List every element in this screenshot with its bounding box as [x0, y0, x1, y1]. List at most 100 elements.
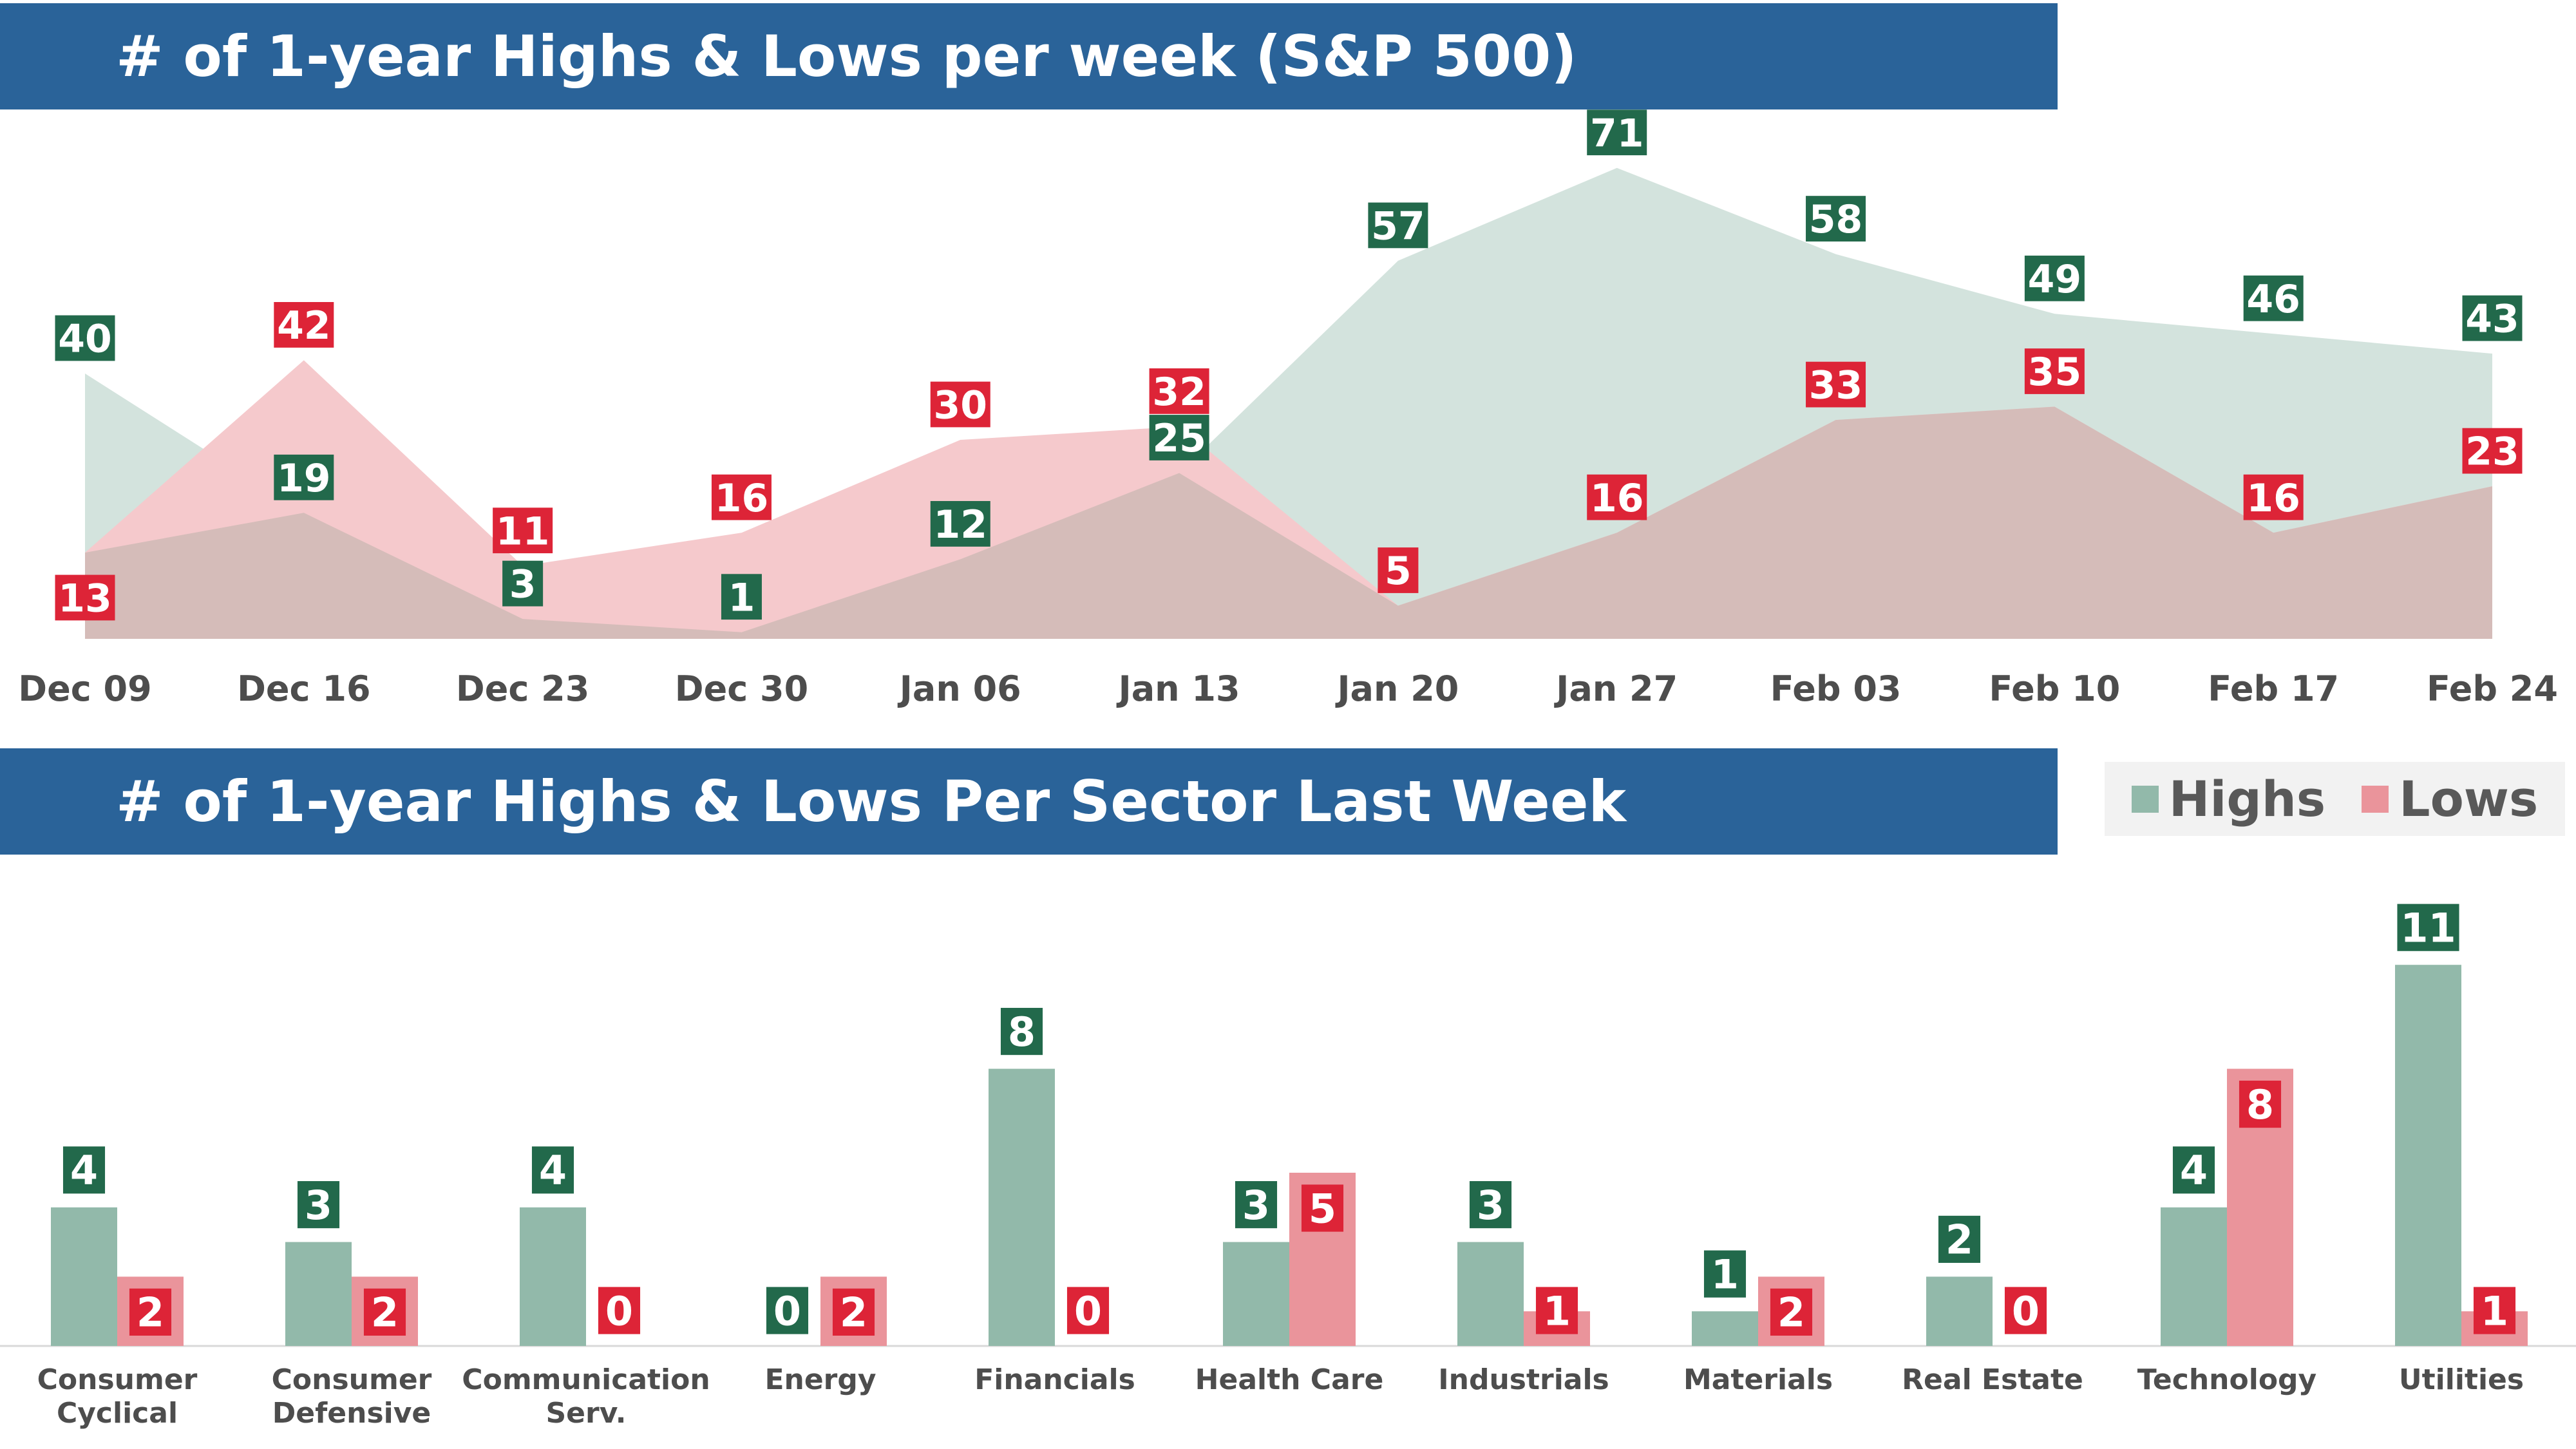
lows-label-jan-20-text: 5: [1385, 549, 1412, 594]
lows-label-energy-text: 2: [840, 1289, 867, 1336]
highs-bar-communication-serv: [520, 1207, 586, 1346]
lows-label-communication-serv-box: [598, 1287, 641, 1334]
lows-label-jan-20-box: [1378, 547, 1419, 593]
lows-label-health-care-box: [1301, 1184, 1344, 1232]
highs-label-feb-03: 58: [1806, 196, 1866, 242]
lows-label-consumer-cyclical-box: [129, 1288, 172, 1336]
lows-label-real-estate-box: [2004, 1287, 2047, 1334]
lows-label-materials-text: 2: [1777, 1289, 1805, 1336]
lows-label-technology-text: 8: [2246, 1081, 2274, 1128]
lows-label-materials: 2: [1770, 1288, 1813, 1336]
x-tick-technology: Technology: [2137, 1363, 2316, 1396]
highs-bar-industrials: [1457, 1242, 1524, 1346]
lows-label-consumer-cyclical: 2: [129, 1288, 172, 1336]
x-tick-financials: Financials: [974, 1363, 1135, 1396]
lows-label-financials: 0: [1066, 1287, 1110, 1334]
lows-label-feb-17-box: [2243, 474, 2304, 520]
x-tick-energy: Energy: [764, 1363, 876, 1396]
lows-label-industrials-box: [1535, 1287, 1578, 1334]
highs-label-jan-06-text: 12: [934, 502, 988, 547]
x-tick-utilities: Utilities: [2399, 1363, 2524, 1396]
highs-label-technology-box: [2172, 1146, 2215, 1194]
lows-label-health-care-text: 5: [1309, 1185, 1336, 1232]
highs-bar-financials: [989, 1068, 1055, 1346]
x-tick-line: Industrials: [1438, 1363, 1609, 1396]
weekly-highs-lows-area-chart: Dec 09 Dec 16 Dec 23 Dec 30 Jan 06 Jan 13 Jan …: [18, 109, 2558, 709]
highs-label-dec-30-text: 1: [728, 575, 755, 620]
highs-label-dec-09-box: [55, 315, 115, 361]
lows-label-dec-30-text: 16: [715, 476, 769, 521]
x-tick-dec-30: Dec 30: [675, 668, 808, 709]
x-tick-consumer-defensive: Consumer Defensive: [272, 1363, 432, 1430]
x-tick-real-estate: Real Estate: [1902, 1363, 2083, 1396]
x-tick-dec-09: Dec 09: [18, 668, 151, 709]
highs-label-jan-06: 12: [930, 501, 990, 547]
highs-label-materials-text: 1: [1711, 1251, 1739, 1298]
lows-label-feb-24-box: [2462, 428, 2523, 474]
highs-label-financials-text: 8: [1008, 1009, 1036, 1056]
lows-label-feb-17-text: 16: [2246, 476, 2300, 521]
x-tick-consumer-cyclical: Consumer Cyclical: [37, 1363, 198, 1430]
x-tick-line: Cyclical: [57, 1397, 178, 1430]
highs-label-dec-09: 40: [55, 315, 115, 362]
x-tick-industrials: Industrials: [1438, 1363, 1609, 1396]
highs-label-consumer-defensive: 3: [297, 1181, 340, 1229]
x-tick-communication-serv: Communication Serv.: [462, 1363, 710, 1430]
highs-swatch: [2131, 785, 2159, 813]
overlap-area: [85, 406, 2492, 639]
lows-label-feb-17: 16: [2243, 474, 2304, 521]
x-tick-jan-06: Jan 06: [897, 668, 1021, 709]
lows-label-feb-10-box: [2024, 348, 2085, 394]
highs-label-industrials: 3: [1469, 1181, 1512, 1229]
highs-label-jan-20-text: 57: [1371, 204, 1425, 249]
highs-label-energy-box: [766, 1287, 809, 1334]
x-tick-jan-13: Jan 13: [1116, 668, 1240, 709]
x-tick-line: Utilities: [2399, 1363, 2524, 1396]
x-tick-dec-16: Dec 16: [237, 668, 370, 709]
highs-label-feb-24-box: [2462, 295, 2523, 341]
highs-label-technology: 4: [2172, 1146, 2215, 1194]
highs-label-feb-24: 43: [2462, 295, 2523, 342]
x-tick-jan-27: Jan 27: [1553, 668, 1678, 709]
lows-label-industrials: 1: [1535, 1287, 1578, 1334]
highs-label-dec-23: 3: [502, 560, 544, 607]
legend-lows-label: Lows: [2399, 770, 2539, 828]
highs-label-communication-serv: 4: [531, 1146, 574, 1194]
lows-label-jan-13: 32: [1149, 368, 1209, 415]
lows-label-feb-03-box: [1806, 361, 1866, 408]
highs-bar-materials: [1692, 1311, 1758, 1346]
lows-label-dec-23-box: [493, 507, 553, 554]
highs-label-jan-27-box: [1587, 109, 1647, 156]
highs-label-consumer-defensive-box: [297, 1181, 340, 1229]
lows-label-dec-23: 11: [493, 507, 553, 554]
lows-label-utilities: 1: [2473, 1287, 2516, 1334]
highs-label-dec-16-text: 19: [277, 456, 331, 501]
lows-label-communication-serv: 0: [598, 1287, 641, 1334]
highs-bar-consumer-defensive: [285, 1242, 352, 1346]
highs-label-consumer-cyclical-box: [62, 1146, 106, 1194]
lows-label-dec-16-text: 42: [277, 303, 331, 348]
chart-legend: Highs Lows: [2105, 762, 2565, 836]
highs-label-feb-17-text: 46: [2246, 277, 2300, 322]
lows-label-jan-06-box: [930, 381, 990, 428]
lows-label-jan-06-text: 30: [934, 383, 988, 428]
highs-label-dec-23-box: [502, 560, 544, 607]
x-tick-jan-20: Jan 20: [1334, 668, 1459, 709]
lows-label-real-estate-text: 0: [2012, 1287, 2040, 1334]
x-tick-line: Communication: [462, 1363, 710, 1396]
lows-label-feb-03-text: 33: [1809, 363, 1863, 408]
highs-label-utilities: 11: [2397, 904, 2459, 952]
lows-label-feb-10: 35: [2024, 348, 2085, 395]
x-tick-materials: Materials: [1683, 1363, 1833, 1396]
highs-label-jan-13-text: 25: [1152, 416, 1206, 461]
highs-bar-utilities: [2395, 965, 2461, 1346]
highs-label-utilities-box: [2397, 904, 2459, 951]
x-tick-line: Health Care: [1195, 1363, 1384, 1396]
lows-label-consumer-defensive-box: [363, 1288, 406, 1336]
x-tick-feb-03: Feb 03: [1770, 668, 1902, 709]
x-tick-line: Energy: [764, 1363, 876, 1396]
x-tick-feb-10: Feb 10: [1989, 668, 2120, 709]
highs-label-dec-16: 19: [274, 454, 334, 501]
weekly-chart-title: # of 1-year Highs & Lows per week (S&P 5…: [116, 23, 1577, 90]
